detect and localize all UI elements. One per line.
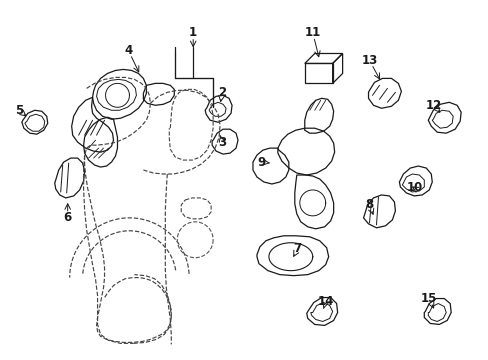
Text: 3: 3 (218, 136, 225, 149)
Text: 5: 5 (15, 104, 23, 117)
Text: 13: 13 (361, 54, 377, 67)
Text: 11: 11 (304, 26, 320, 39)
Text: 6: 6 (63, 211, 72, 224)
Text: 7: 7 (293, 242, 301, 255)
Text: 14: 14 (317, 295, 333, 308)
Text: 12: 12 (425, 99, 442, 112)
Text: 2: 2 (218, 86, 225, 99)
Text: 15: 15 (420, 292, 437, 305)
Text: 8: 8 (365, 198, 373, 211)
Text: 1: 1 (189, 26, 197, 39)
Text: 10: 10 (406, 181, 422, 194)
Text: 9: 9 (257, 156, 265, 168)
Text: 4: 4 (124, 44, 132, 57)
